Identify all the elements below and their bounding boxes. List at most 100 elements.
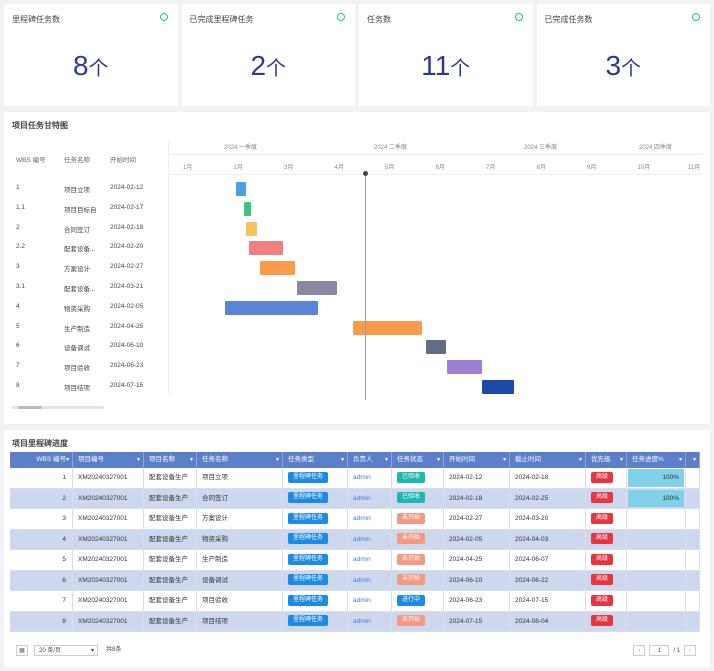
gantt-task-wbs: 3.1 bbox=[16, 283, 26, 290]
table-body: 1 XM20240327001 配套设备生产 项目立项 里程碑任务 admin 已验收 202… bbox=[10, 468, 700, 632]
row-index: 5 bbox=[10, 550, 73, 570]
column-header[interactable]: 项目名称 bbox=[144, 452, 197, 468]
gantt-task-bar[interactable] bbox=[352, 320, 422, 335]
gantt-task-row[interactable]: 7 项目验收 2024-06-23 bbox=[10, 362, 162, 381]
task-type-tag: 里程碑任务 bbox=[288, 492, 329, 504]
gantt-task-row[interactable]: 6 设备调试 2024-06-10 bbox=[10, 342, 162, 361]
status-tag: 已验收 bbox=[397, 492, 426, 504]
milestone-table-panel: 项目里程碑进度 WBS 编号项目编号项目名称任务名称任务类型负责人任务状态开始时… bbox=[4, 430, 710, 667]
end-date: 2024-03-20 bbox=[510, 509, 586, 529]
gantt-task-start: 2024-06-10 bbox=[110, 342, 144, 350]
gantt-task-bar[interactable] bbox=[482, 380, 515, 394]
gantt-task-row[interactable]: 3.1 配套设备... 2024-03-21 bbox=[10, 283, 162, 302]
column-header[interactable]: 项目编号 bbox=[73, 452, 144, 468]
gantt-timeline[interactable]: 2024 一季度 2024 二季度 2024 三季度 2024 四季度 1月 2月 3月 4月… bbox=[168, 140, 702, 400]
gantt-task-start: 2024-03-21 bbox=[110, 283, 144, 290]
stat-card-completed-milestones: 已完成里程碑任务 2个 bbox=[181, 4, 355, 106]
gantt-task-name: 项目目标自 bbox=[64, 206, 97, 214]
row-index: 1 bbox=[10, 468, 73, 488]
end-date: 2024-06-22 bbox=[510, 570, 586, 590]
column-header[interactable]: 优先级 bbox=[586, 452, 627, 468]
table-title: 项目里程碑进度 bbox=[12, 439, 68, 448]
status-tag: 未开始 bbox=[397, 533, 426, 545]
table-row[interactable]: 6 XM20240327001 配套设备生产 设备调试 里程碑任务 admin 未开始 202… bbox=[10, 570, 700, 591]
column-header[interactable]: 截止时间 bbox=[510, 452, 586, 468]
priority-tag: 高级 bbox=[591, 574, 614, 586]
project-code: XM20240327001 bbox=[73, 570, 144, 590]
owner-link[interactable]: admin bbox=[353, 474, 371, 481]
gantt-task-bar[interactable] bbox=[296, 281, 337, 295]
start-date: 2024-02-18 bbox=[444, 488, 510, 508]
owner-link[interactable]: admin bbox=[353, 597, 371, 604]
column-header[interactable]: 任务类型 bbox=[283, 452, 348, 468]
status-cell: 未开始 bbox=[392, 550, 444, 570]
table-row[interactable]: 1 XM20240327001 配套设备生产 项目立项 里程碑任务 admin 已验收 202… bbox=[10, 468, 700, 489]
page-size-select[interactable]: 20 条/页 bbox=[34, 645, 98, 656]
gantt-task-start: 2024-02-20 bbox=[110, 243, 144, 251]
table-row[interactable]: 4 XM20240327001 配套设备生产 物资采购 里程碑任务 admin 未开始 202… bbox=[10, 529, 700, 550]
project-name: 配套设备生产 bbox=[144, 550, 197, 570]
page-input[interactable]: 1 bbox=[649, 645, 670, 656]
owner-link[interactable]: admin bbox=[353, 576, 371, 584]
stat-card-title: 里程碑任务数 bbox=[12, 15, 60, 24]
table-row[interactable]: 5 XM20240327001 配套设备生产 生产制造 里程碑任务 admin 未开始 202… bbox=[10, 550, 700, 571]
column-header[interactable]: WBS 编号 bbox=[10, 452, 73, 468]
column-header[interactable]: 开始时间 bbox=[444, 452, 510, 468]
gantt-task-row[interactable]: 4 物资采购 2024-02-05 bbox=[10, 303, 162, 322]
owner-link[interactable]: admin bbox=[353, 515, 371, 522]
column-header[interactable]: 任务名称 bbox=[197, 452, 283, 468]
row-index: 6 bbox=[10, 570, 73, 590]
milestone-table: WBS 编号项目编号项目名称任务名称任务类型负责人任务状态开始时间截止时间优先级… bbox=[10, 452, 700, 632]
column-header[interactable]: 负责人 bbox=[348, 452, 392, 468]
refresh-icon[interactable] bbox=[337, 13, 345, 21]
gantt-task-bar[interactable] bbox=[245, 221, 257, 236]
progress-cell bbox=[627, 529, 686, 549]
priority-cell: 高级 bbox=[586, 611, 627, 631]
progress-cell: 100% bbox=[627, 488, 686, 508]
gantt-task-row[interactable]: 3 方案设计 2024-02-27 bbox=[10, 263, 162, 282]
gantt-task-start: 2024-07-15 bbox=[110, 382, 144, 389]
gantt-task-bar[interactable] bbox=[236, 182, 246, 196]
gantt-task-bar[interactable] bbox=[248, 241, 283, 256]
gantt-task-bar[interactable] bbox=[426, 340, 446, 355]
refresh-icon[interactable] bbox=[159, 13, 168, 21]
column-header[interactable]: 任务进度% bbox=[627, 452, 686, 468]
table-row[interactable]: 3 XM20240327001 配套设备生产 方案设计 里程碑任务 admin 未开始 202… bbox=[10, 509, 700, 530]
end-date: 2024-02-18 bbox=[510, 468, 586, 488]
gantt-task-bar[interactable] bbox=[260, 261, 296, 276]
owner-link[interactable]: admin bbox=[353, 556, 371, 563]
gantt-month-label: 6月 bbox=[435, 165, 445, 171]
gantt-task-row[interactable]: 1.1 项目目标自 2024-02-17 bbox=[10, 204, 162, 223]
priority-cell: 高级 bbox=[586, 591, 627, 611]
table-row[interactable]: 8 XM20240327001 配套设备生产 项目结项 里程碑任务 admin 未开始 202… bbox=[10, 611, 700, 632]
gantt-task-row[interactable]: 8 项目结项 2024-07-15 bbox=[10, 382, 162, 401]
grid-toggle-icon[interactable]: ▦ bbox=[16, 645, 28, 656]
priority-tag: 高级 bbox=[591, 512, 614, 524]
status-cell: 进行中 bbox=[392, 591, 444, 611]
owner-link[interactable]: admin bbox=[353, 535, 371, 543]
prev-page-button[interactable]: ‹ bbox=[633, 645, 646, 656]
gantt-scrollbar[interactable] bbox=[12, 406, 104, 409]
owner-link[interactable]: admin bbox=[353, 617, 371, 625]
end-date: 2024-07-15 bbox=[510, 591, 586, 611]
gantt-task-bar[interactable] bbox=[224, 300, 318, 315]
owner-link[interactable]: admin bbox=[353, 494, 371, 502]
gantt-scrollbar-thumb[interactable] bbox=[18, 406, 42, 409]
gantt-task-name: 配套设备... bbox=[64, 246, 96, 254]
gantt-task-row[interactable]: 2.2 配套设备... 2024-02-20 bbox=[10, 243, 162, 262]
gantt-month-label: 9月 bbox=[587, 165, 597, 171]
gantt-task-row[interactable]: 2 合同签订 2024-02-18 bbox=[10, 224, 162, 243]
gantt-task-row[interactable]: 5 生产制造 2024-04-25 bbox=[10, 323, 162, 342]
gantt-task-bar[interactable] bbox=[244, 201, 251, 216]
table-row[interactable]: 7 XM20240327001 配套设备生产 项目验收 里程碑任务 admin 进行中 202… bbox=[10, 591, 700, 612]
project-name: 配套设备生产 bbox=[144, 570, 197, 590]
refresh-icon[interactable] bbox=[514, 13, 523, 21]
refresh-icon[interactable] bbox=[692, 13, 700, 21]
next-page-button[interactable]: › bbox=[684, 645, 696, 656]
task-type-cell: 里程碑任务 bbox=[283, 509, 348, 529]
column-header[interactable]: 任务状态 bbox=[392, 452, 444, 468]
project-name: 配套设备生产 bbox=[144, 611, 197, 631]
gantt-task-bar[interactable] bbox=[447, 360, 483, 375]
gantt-task-row[interactable]: 1 项目立项 2024-02-12 bbox=[10, 184, 162, 203]
table-row[interactable]: 2 XM20240327001 配套设备生产 合同签订 里程碑任务 admin 已验收 202… bbox=[10, 488, 700, 509]
